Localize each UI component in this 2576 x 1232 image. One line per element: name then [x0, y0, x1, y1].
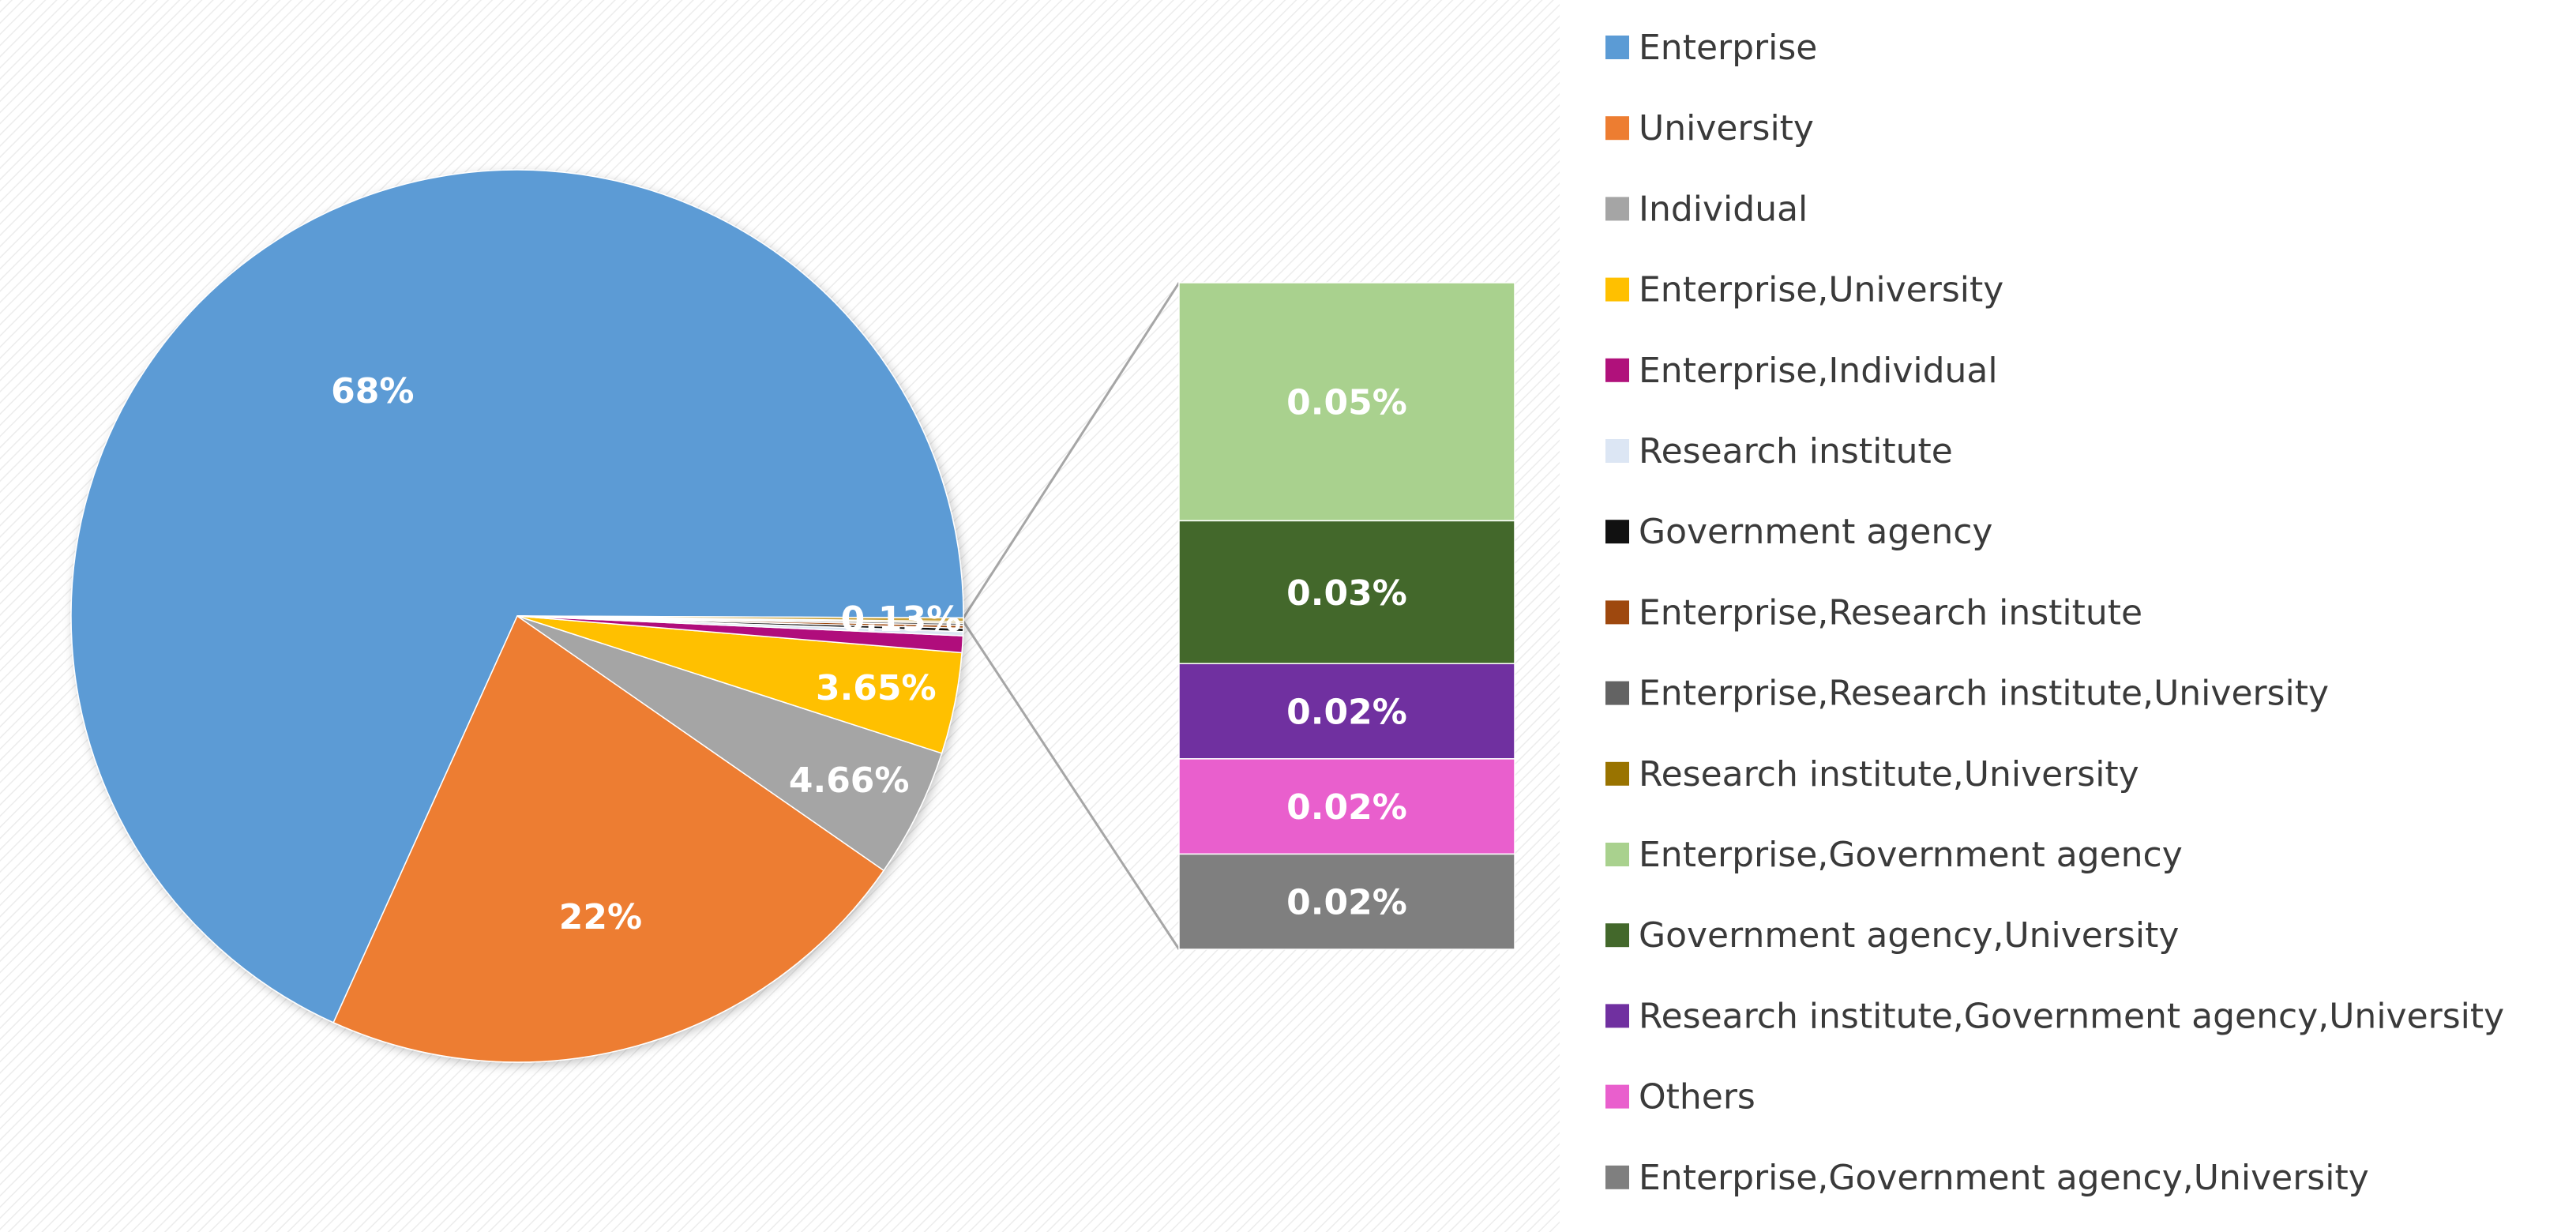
legend-item-enterprise-government-agency: Enterprise,Government agency: [1605, 835, 2183, 875]
pie: [70, 169, 964, 1063]
legend-item-university: University: [1605, 108, 1814, 148]
legend-item-government-agency: Government agency: [1605, 512, 1992, 552]
legend-item-enterprise-research-institute: Enterprise,Research institute: [1605, 592, 2142, 633]
pie-slice-other-bar: [516, 615, 964, 622]
legend-swatch: [1605, 36, 1629, 59]
pie-slice-university: [332, 614, 885, 1063]
legend-item-research-institute-university: Research institute,University: [1605, 754, 2139, 794]
legend-label: Individual: [1639, 189, 1808, 229]
legend-swatch: [1605, 520, 1629, 544]
legend-item-enterprise-research-institute-university: Enterprise,Research institute,University: [1605, 674, 2329, 714]
bar-segment-label-others: 0.02%: [1286, 787, 1407, 828]
legend-label: Enterprise,Research institute: [1639, 592, 2142, 633]
legend-swatch: [1605, 1165, 1629, 1189]
pie-slice-enterprise: [70, 169, 964, 1024]
legend-swatch: [1605, 197, 1629, 221]
legend-swatch: [1605, 439, 1629, 463]
legend-label: Enterprise,Government agency: [1639, 835, 2183, 875]
legend-item-enterprise: Enterprise: [1605, 28, 1817, 68]
legend-label: Enterprise,University: [1639, 270, 2003, 310]
legend-swatch: [1605, 681, 1629, 705]
legend-item-individual: Individual: [1605, 189, 1808, 229]
legend: Enterprise University Individual Enterprise…: [1605, 28, 2504, 1198]
legend-label: Research institute,University: [1639, 754, 2139, 794]
legend-item-enterprise-university: Enterprise,University: [1605, 270, 2003, 310]
connector-line-top: [962, 282, 1181, 619]
connector-line-bottom: [962, 621, 1181, 950]
bar-segment-label-government-agency-university: 0.03%: [1286, 573, 1407, 614]
pie-slice-label-enterprise-university: 3.65%: [816, 668, 937, 708]
legend-label: Research institute,Government agency,Uni…: [1639, 996, 2504, 1036]
bar-segment-research-institute-government-agency-university: [1178, 663, 1515, 760]
legend-item-government-agency-university: Government agency,University: [1605, 915, 2179, 956]
pie-slice-label-other-bar: 0.13%: [841, 599, 962, 640]
pie-slice-label-university: 22%: [559, 897, 642, 937]
legend-swatch: [1605, 923, 1629, 948]
legend-label: Enterprise: [1639, 28, 1817, 68]
bar-segment-others: [1178, 758, 1515, 855]
legend-item-enterprise-individual: Enterprise,Individual: [1605, 351, 1998, 391]
bar-labels: 0.05% 0.03% 0.02% 0.02% 0.02%: [1286, 383, 1407, 923]
bar-segment-enterprise-government-agency-university: [1178, 853, 1515, 950]
pie-slice-label-enterprise: 68%: [331, 371, 414, 411]
bar-segment-label-research-institute-government-agency-university: 0.02%: [1286, 693, 1407, 733]
legend-swatch: [1605, 843, 1629, 866]
legend-label: Enterprise,Government agency,University: [1639, 1158, 2369, 1198]
legend-label: Research institute: [1639, 431, 1953, 471]
bar-segment-enterprise-government-agency: [1178, 282, 1515, 522]
legend-swatch: [1605, 1084, 1629, 1109]
legend-swatch: [1605, 1004, 1629, 1028]
secondary-bar: [1178, 282, 1515, 950]
pie-to-bar-connectors: [962, 282, 1181, 950]
legend-label: Enterprise,Individual: [1639, 351, 1998, 391]
legend-item-research-institute: Research institute: [1605, 431, 1953, 471]
legend-label: University: [1639, 108, 1814, 148]
pie-slice-label-individual: 4.66%: [789, 761, 910, 801]
legend-label: Others: [1639, 1077, 1756, 1117]
legend-label: Government agency,University: [1639, 915, 2179, 956]
legend-swatch: [1605, 116, 1629, 141]
pie-labels: 68% 22% 4.66% 3.65% 0.13%: [331, 371, 961, 937]
legend-area-background: [1560, 0, 2576, 1232]
legend-label: Government agency: [1639, 512, 1992, 552]
bar-segment-government-agency-university: [1178, 520, 1515, 665]
bar-segment-label-enterprise-government-agency-university: 0.02%: [1286, 883, 1407, 923]
legend-label: Enterprise,Research institute,University: [1639, 674, 2329, 714]
legend-swatch: [1605, 277, 1629, 302]
pie-slice-individual: [516, 615, 943, 872]
legend-item-others: Others: [1605, 1077, 1756, 1117]
legend-item-research-institute-government-agency-university: Research institute,Government agency,Uni…: [1605, 996, 2504, 1036]
legend-swatch: [1605, 761, 1629, 786]
legend-swatch: [1605, 600, 1629, 625]
legend-swatch: [1605, 358, 1629, 382]
legend-item-enterprise-government-agency-university: Enterprise,Government agency,University: [1605, 1158, 2369, 1198]
bar-segment-label-enterprise-government-agency: 0.05%: [1286, 383, 1407, 423]
